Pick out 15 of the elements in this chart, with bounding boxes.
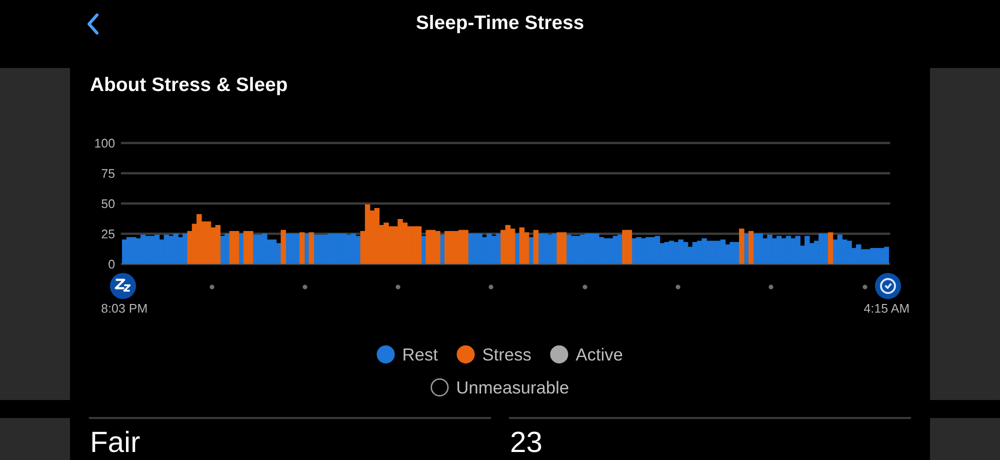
y-tick-label: 0 [108,260,115,269]
x-tick-label: 4:15 AM [864,304,909,313]
legend-label: Rest [404,348,438,361]
y-tick-label: 50 [102,199,115,208]
x-tick-label: 8:03 PM [102,304,147,313]
legend-label: Active [576,348,622,361]
legend-label: Unmeasurable [457,380,568,394]
chart-subtitle: About Stress & Sleep [90,76,287,96]
y-tick-label: 25 [102,230,115,238]
text: Fair [92,430,140,452]
y-tick-label: 75 [102,169,115,178]
chart-title: Sleep-Time Stress [416,14,584,34]
y-tick-label: 100 [95,138,115,148]
text: 23 [511,432,542,452]
legend-label: Stress [482,348,531,361]
